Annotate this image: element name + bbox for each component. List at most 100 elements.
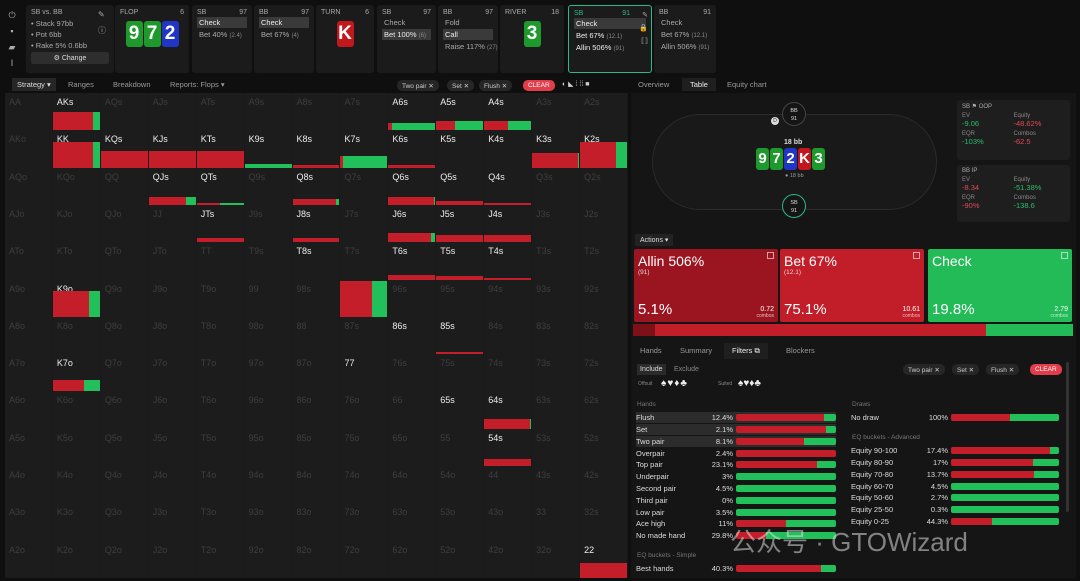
tab-overview[interactable]: Overview [638,80,670,89]
bracket-icon[interactable]: ⟦⟧ [641,38,648,45]
filter-row[interactable]: Equity 60-70 4.5% [851,480,1059,491]
tab-hands[interactable]: Hands [640,346,662,355]
chip-two-pair[interactable]: Two pair ✕ [397,80,439,91]
hand-cell-53o[interactable]: 53o [436,503,485,541]
hand-cell-T9o[interactable]: T9o [197,279,245,317]
street-card-bb1[interactable]: BB 97 Check Bet 67% (4) [254,5,314,73]
hand-cell-JTs[interactable]: JTs [196,204,245,243]
offsuit-suit-icons[interactable]: ♠♥♦♣ [661,378,688,389]
hand-cell-AKs[interactable]: AKs [52,93,101,131]
hand-cell-73o[interactable]: 73o [340,503,389,541]
hand-cell-62o[interactable]: 62o [388,540,437,578]
filter-row[interactable]: Flush 12.4% [636,412,836,424]
hand-cell-75s[interactable]: 75s [436,354,485,392]
filter-row[interactable]: Two pair 8.1% [636,435,836,447]
hand-cell-K7o[interactable]: K7o [52,354,101,392]
hand-cell-K6s[interactable]: K6s [388,130,437,168]
power-icon[interactable]: ⏻ [8,10,16,20]
hand-cell-A4o[interactable]: A4o [5,466,53,504]
expand-icon[interactable] [1061,252,1068,259]
action-option[interactable]: Allin 506% (91) [659,41,711,52]
action-option[interactable]: Fold [443,17,493,28]
action-option[interactable]: Bet 40% (2.4) [197,29,247,40]
hand-cell-Q3o[interactable]: Q3o [101,503,149,541]
filter-row[interactable]: Top pair 23.1% [636,459,836,470]
hand-cell-A6o[interactable]: A6o [5,391,53,429]
hand-cell-63o[interactable]: 63o [388,503,437,541]
hand-cell-94s[interactable]: 94s [484,279,533,317]
hand-cell-AQs[interactable]: AQs [101,93,149,131]
hand-cell-K2s[interactable]: K2s [580,130,628,168]
hand-cell-J2s[interactable]: J2s [580,204,628,243]
hand-cell-K8s[interactable]: K8s [292,130,341,168]
filter-row[interactable]: Equity 25-50 0.3% [851,504,1059,515]
hand-cell-Q7o[interactable]: Q7o [101,354,149,392]
hand-cell-84s[interactable]: 84s [484,316,533,355]
hand-cell-KJs[interactable]: KJs [148,130,197,168]
action-box-2[interactable]: Check 19.8% 2.79 combos [928,249,1072,322]
hand-cell-75o[interactable]: 75o [340,428,389,467]
action-option[interactable]: Bet 100% (6) [382,29,431,40]
filter-row[interactable]: No made hand 29.8% [636,530,836,541]
filter-row[interactable]: Best hands 40.3% [636,563,836,574]
hand-cell-J6o[interactable]: J6o [149,391,197,429]
hand-cell-T6s[interactable]: T6s [388,242,437,280]
hand-cell-A3s[interactable]: A3s [532,93,581,131]
hand-cell-J5s[interactable]: J5s [436,204,485,243]
text-cursor-icon[interactable]: I [10,58,14,68]
filter-row[interactable]: No draw 100% [851,412,1059,423]
hand-cell-J4o[interactable]: J4o [149,466,197,504]
hand-cell-54o[interactable]: 54o [436,466,485,504]
hand-cell-Q8s[interactable]: Q8s [292,167,341,205]
hand-cell-K4s[interactable]: K4s [484,130,533,168]
hand-cell-J8s[interactable]: J8s [292,204,341,243]
filter-row[interactable]: Third pair 0% [636,495,836,506]
hand-cell-98s[interactable]: 98s [293,279,341,317]
hand-cell-84o[interactable]: 84o [293,466,341,504]
hand-cell-KJo[interactable]: KJo [53,204,101,243]
hand-cell-64o[interactable]: 64o [388,466,437,504]
street-card-sb1[interactable]: SB 97 Check Bet 40% (2.4) [192,5,252,73]
suited-suit-icons[interactable]: ♠♥♦♣ [738,378,761,389]
hand-cell-A9s[interactable]: A9s [245,93,293,131]
filter-row[interactable]: Second pair 4.5% [636,483,836,494]
hand-cell-64s[interactable]: 64s [484,391,533,429]
filter-row[interactable]: Ace high 11% [636,518,836,529]
chip-set[interactable]: Set ✕ [952,364,980,375]
hand-cell-A7s[interactable]: A7s [340,93,389,131]
hand-cell-KQs[interactable]: KQs [100,130,149,168]
exclude-toggle[interactable]: Exclude [674,366,699,373]
hand-cell-T4s[interactable]: T4s [484,242,533,280]
filter-row[interactable]: Low pair 3.5% [636,506,836,517]
hand-cell-K7s[interactable]: K7s [340,130,389,168]
hand-cell-85s[interactable]: 85s [436,316,485,355]
hand-cell-74o[interactable]: 74o [340,466,389,504]
save-icon[interactable]: ▪ [10,26,14,36]
hand-cell-T2s[interactable]: T2s [580,242,628,280]
hand-cell-J3o[interactable]: J3o [149,503,197,541]
hand-cell-77[interactable]: 77 [340,354,389,392]
hand-cell-KK[interactable]: KK [52,130,101,168]
tab-table[interactable]: Table [682,78,716,91]
hand-cell-K3o[interactable]: K3o [53,503,101,541]
hand-cell-87s[interactable]: 87s [340,316,389,355]
hand-cell-A2o[interactable]: A2o [5,540,53,578]
hand-cell-K5s[interactable]: K5s [436,130,485,168]
hand-cell-K3s[interactable]: K3s [532,130,581,168]
street-card-sb3[interactable]: SB 91 Check Bet 67% (12.1) Allin 506% (91) ✎ 🔒… [568,5,652,73]
hand-cell-43s[interactable]: 43s [532,466,581,504]
tab-breakdown[interactable]: Breakdown [113,80,151,89]
hand-cell-K4o[interactable]: K4o [53,466,101,504]
hand-cell-53s[interactable]: 53s [532,428,581,467]
hand-cell-A9o[interactable]: A9o [5,279,53,317]
hand-cell-T9s[interactable]: T9s [245,242,293,280]
hand-cell-A6s[interactable]: A6s [388,93,437,131]
hand-cell-Q7s[interactable]: Q7s [340,167,389,205]
hand-cell-99[interactable]: 99 [245,279,293,317]
hand-cell-92s[interactable]: 92s [580,279,628,317]
hand-cell-Q5s[interactable]: Q5s [436,167,485,205]
hand-cell-K6o[interactable]: K6o [53,391,101,429]
hand-cell-Q9o[interactable]: Q9o [101,279,149,317]
filter-row[interactable]: Equity 80-90 17% [851,457,1059,468]
street-card-bb2[interactable]: BB 97 Fold Call Raise 117% (27) [438,5,498,73]
